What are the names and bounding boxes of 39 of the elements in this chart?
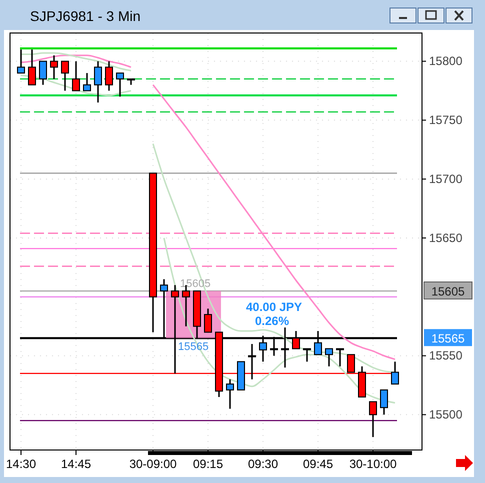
x-tick-label: 14:45 — [60, 457, 92, 471]
annotation: 40.00 JPY — [246, 300, 302, 314]
candlestick — [83, 72, 91, 92]
candlestick — [94, 60, 102, 104]
candlestick — [325, 348, 333, 368]
y-tick-label: 15500 — [429, 408, 463, 422]
ref-line-label: 15605 — [431, 284, 466, 298]
candlestick — [380, 389, 388, 416]
x-tick-label: 09:45 — [302, 457, 334, 471]
annotation: 15605 — [180, 278, 211, 290]
candlestick — [336, 348, 344, 368]
x-tick-label: 30-10:00 — [349, 457, 398, 471]
ref-line-label: 15565 — [431, 332, 466, 346]
candlestick — [17, 48, 25, 74]
candlestick — [248, 343, 256, 380]
candlestick — [204, 308, 212, 333]
candlestick — [72, 60, 80, 92]
candlestick — [39, 60, 47, 86]
x-tick-label: 14:30 — [6, 457, 36, 471]
y-tick-label: 15750 — [429, 113, 463, 128]
candlestick — [391, 360, 399, 385]
candlestick — [303, 348, 311, 362]
annotation: 0.26% — [255, 314, 290, 328]
y-tick-label: 15550 — [429, 348, 463, 363]
x-tick-label: 09:30 — [248, 457, 278, 471]
y-tick-label: 15650 — [429, 230, 463, 245]
candlestick — [61, 60, 69, 92]
annotation: 15565 — [178, 341, 209, 354]
x-tick-label: 09:15 — [192, 457, 224, 471]
y-tick-label: 15800 — [429, 54, 463, 68]
candlestick — [226, 378, 234, 410]
x-tick-label: 30-09:00 — [129, 457, 178, 471]
candlestick — [28, 48, 36, 86]
chart-title: SJPJ6981 - 3 Min — [30, 8, 140, 24]
candlestick — [105, 60, 113, 92]
y-tick-label: 15700 — [429, 172, 463, 186]
candlestick — [369, 400, 377, 438]
candlestick — [50, 54, 58, 80]
candlestick — [116, 72, 124, 98]
